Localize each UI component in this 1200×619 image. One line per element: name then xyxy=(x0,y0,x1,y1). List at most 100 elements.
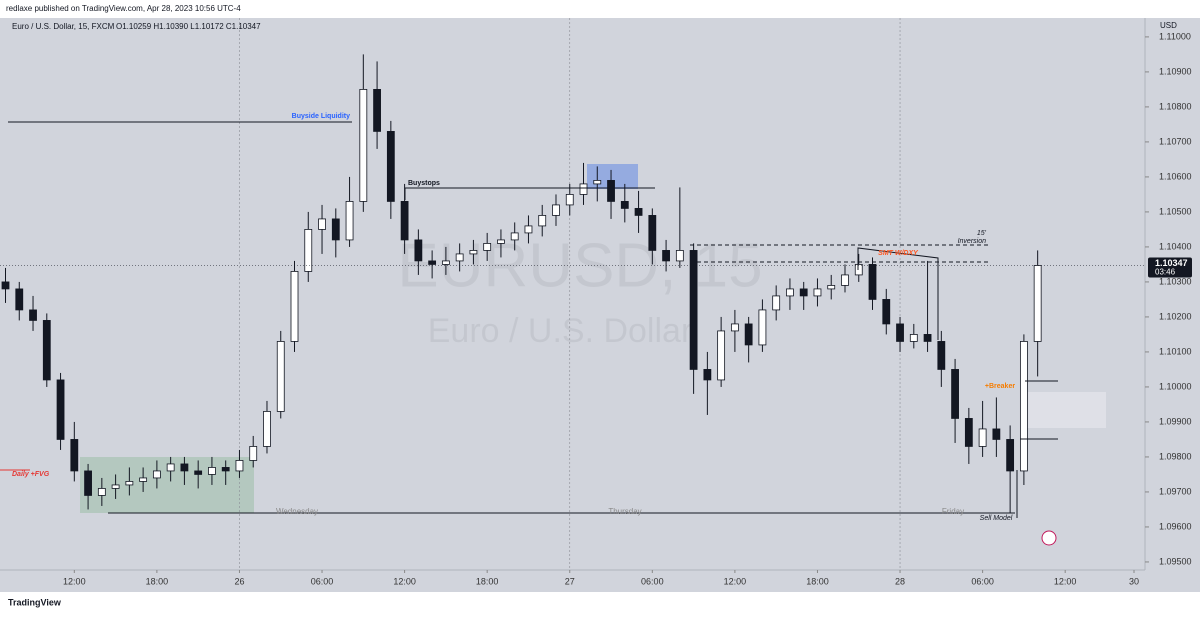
candle-body xyxy=(84,470,92,496)
candle-body xyxy=(42,320,51,381)
countdown: 03:46 xyxy=(1155,268,1176,277)
last-price-tag xyxy=(1148,257,1192,278)
x-tick-label: 12:00 xyxy=(393,576,416,586)
x-tick-label: 18:00 xyxy=(146,576,169,586)
drawings xyxy=(0,121,1058,518)
candle-body xyxy=(455,253,464,262)
smt-line xyxy=(857,247,939,340)
ohlc: O1.10259 H1.10390 L1.10172 C1.10347 xyxy=(116,22,261,31)
candle-body xyxy=(331,218,340,241)
candle-body xyxy=(909,334,918,342)
candle-body xyxy=(510,232,519,241)
y-tick-label: 1.09900 xyxy=(1159,416,1192,426)
candle-body xyxy=(620,201,629,209)
candle-body xyxy=(730,323,739,332)
smt-label: SMT W/DXY xyxy=(878,250,919,257)
candle-body xyxy=(799,288,808,297)
x-tick-label: 12:00 xyxy=(63,576,86,586)
candle-body xyxy=(1033,265,1042,342)
fvg-label: Daily +FVG xyxy=(12,471,50,478)
x-tick-label: 26 xyxy=(234,576,244,586)
sell-model-label: Sell Model xyxy=(980,515,1013,522)
y-tick-label: 1.09700 xyxy=(1159,486,1192,496)
y-tick-label: 1.10500 xyxy=(1159,206,1192,216)
candle-body xyxy=(180,463,189,472)
y-tick-label: 1.10800 xyxy=(1159,101,1192,111)
footer-logo: TradingView xyxy=(8,597,62,607)
candle-body xyxy=(744,323,753,346)
candle-body xyxy=(166,463,175,472)
plot xyxy=(1,18,1042,570)
inversion-label: Inversion xyxy=(958,238,987,245)
candle-body xyxy=(951,369,959,419)
candle-body xyxy=(97,488,106,496)
candle-body xyxy=(648,215,657,251)
candle-body xyxy=(263,411,271,447)
candle-body xyxy=(345,201,354,241)
y-tick-label: 1.10200 xyxy=(1159,311,1192,321)
inversion-tf: 15' xyxy=(977,230,987,237)
candle-body xyxy=(565,194,574,206)
candle-body xyxy=(276,341,285,412)
last-price-label: 1.10347 xyxy=(1155,258,1188,268)
day-label: Thursday xyxy=(608,507,641,516)
candle-body xyxy=(854,264,863,276)
y-tick-label: 1.10000 xyxy=(1159,381,1192,391)
y-tick-label: 1.09600 xyxy=(1159,521,1192,531)
candle-body xyxy=(318,218,326,230)
flash-icon[interactable] xyxy=(1041,530,1057,546)
candle-body xyxy=(111,484,120,489)
candle-body xyxy=(634,208,643,216)
zones xyxy=(80,164,1106,513)
y-tick-label: 1.10600 xyxy=(1159,171,1192,181)
x-tick-label: 06:00 xyxy=(641,576,664,586)
breaker-zone xyxy=(1020,392,1106,428)
candle-body xyxy=(675,250,684,262)
candle-body xyxy=(56,379,65,440)
symbol: Euro / U.S. Dollar, 15, FXCM xyxy=(12,22,115,31)
candle-body xyxy=(194,470,203,475)
candle-body xyxy=(441,260,450,265)
candle-body xyxy=(15,288,24,311)
candle-body xyxy=(937,341,946,370)
x-tick-label: 18:00 xyxy=(806,576,829,586)
x-tick-label: 06:00 xyxy=(311,576,334,586)
candle-body xyxy=(607,180,615,202)
candle-body xyxy=(689,250,698,370)
candle-body xyxy=(703,369,712,381)
candle-body xyxy=(772,295,781,311)
day-label: Friday xyxy=(942,507,964,516)
y-tick-label: 1.09500 xyxy=(1159,556,1192,566)
x-tick-label: 12:00 xyxy=(724,576,747,586)
candle-body xyxy=(497,239,505,244)
candle-body xyxy=(1006,439,1015,472)
candle-body xyxy=(882,299,891,325)
candle-body xyxy=(868,264,877,300)
candle-body xyxy=(786,288,794,297)
candle-body xyxy=(552,204,560,216)
candle-body xyxy=(524,225,533,234)
day-label: Wednesday xyxy=(276,507,318,516)
candle-body xyxy=(758,309,767,346)
y-tick-label: 1.10700 xyxy=(1159,136,1192,146)
candle-body xyxy=(208,467,216,475)
candle-body xyxy=(290,271,299,342)
candle-body xyxy=(896,323,904,342)
candle-body xyxy=(593,180,602,185)
candle-body xyxy=(662,250,670,262)
candle-body xyxy=(813,288,822,297)
buyside-label: Buyside Liquidity xyxy=(292,113,350,120)
candle-body xyxy=(717,330,726,381)
candle-body xyxy=(428,260,437,265)
y-tick-label: 1.10300 xyxy=(1159,276,1192,286)
currency: USD xyxy=(1160,21,1177,30)
candle-body xyxy=(579,183,588,195)
x-tick-label: 27 xyxy=(565,576,575,586)
candle-body xyxy=(373,89,381,132)
candle-body xyxy=(978,428,987,447)
candle-body xyxy=(221,467,230,472)
watermark-sub: Euro / U.S. Dollar xyxy=(428,312,693,350)
x-tick-label: 30 xyxy=(1129,576,1139,586)
candle-body xyxy=(469,250,478,255)
